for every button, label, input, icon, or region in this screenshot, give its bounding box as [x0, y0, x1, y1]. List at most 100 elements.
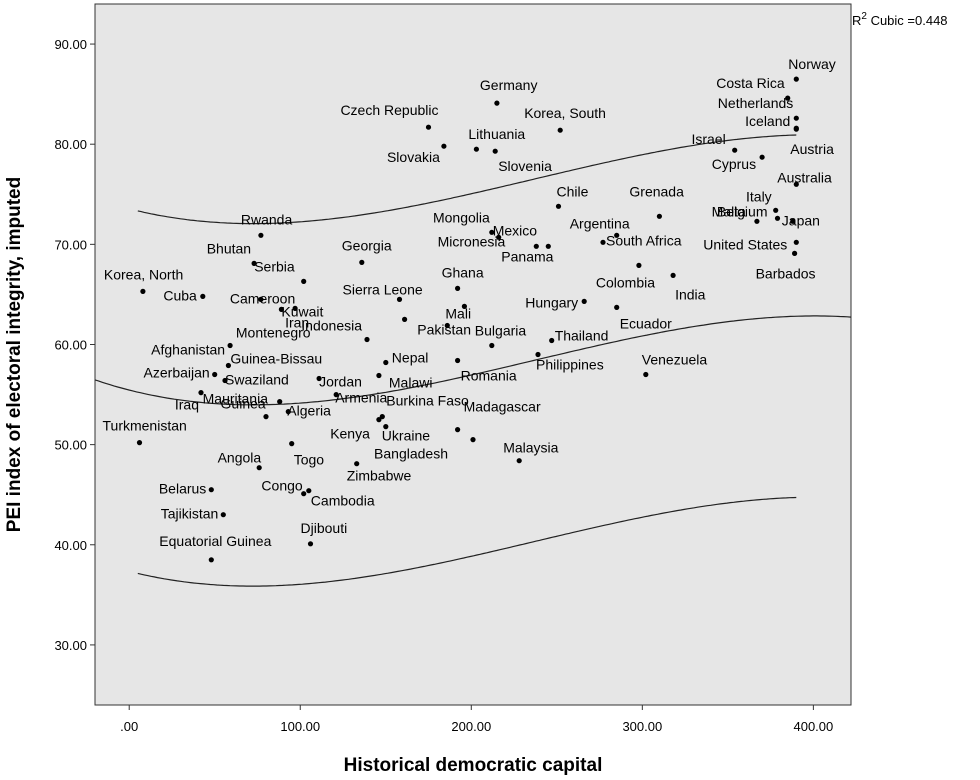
point-label: Norway — [788, 56, 835, 72]
data-point — [364, 336, 370, 343]
point-label: Israel — [691, 131, 725, 147]
point-label: Indonesia — [301, 318, 362, 334]
data-point — [277, 399, 283, 405]
point-label: Australia — [777, 169, 832, 185]
point-label: Grenada — [629, 183, 684, 199]
data-point — [225, 362, 231, 369]
point-label: Ecuador — [620, 315, 672, 331]
x-tick-label: 200.00 — [451, 719, 491, 734]
point-label: Belarus — [159, 481, 206, 497]
point-label: Hungary — [525, 294, 578, 310]
data-point — [545, 243, 551, 249]
x-tick-label: .00 — [120, 719, 138, 734]
x-axis-title: Historical democratic capital — [344, 755, 603, 776]
point-label: Belgium — [717, 203, 768, 219]
fit-curves — [95, 134, 851, 587]
data-point — [200, 293, 206, 299]
data-point — [614, 304, 620, 310]
point-label: Cyprus — [712, 156, 756, 172]
data-point — [402, 316, 408, 322]
point-label: Malawi — [389, 375, 433, 391]
data-point — [636, 262, 642, 268]
point-label: Swaziland — [225, 372, 289, 388]
point-label: Venezuela — [642, 352, 708, 368]
point-label: Angola — [218, 450, 262, 466]
data-point — [473, 146, 479, 152]
data-point — [307, 541, 314, 547]
point-label: Slovakia — [387, 149, 440, 165]
data-point — [316, 375, 322, 382]
point-label: Algeria — [287, 403, 331, 419]
data-point — [516, 458, 522, 464]
data-point — [754, 218, 760, 224]
data-point — [455, 285, 461, 291]
data-point — [278, 306, 284, 312]
point-label: Cambodia — [311, 493, 375, 509]
point-label: Burkina Faso — [386, 393, 469, 409]
data-point — [301, 491, 307, 497]
data-point — [396, 296, 403, 302]
data-point — [379, 414, 385, 420]
data-points — [136, 76, 799, 563]
point-label: Georgia — [342, 237, 392, 253]
point-label: Panama — [501, 248, 553, 264]
point-label: Mongolia — [433, 209, 490, 225]
r2-text: Cubic =0.448 — [867, 13, 948, 28]
y-tick-label: 50.00 — [54, 438, 87, 453]
x-tick-label: 400.00 — [793, 719, 833, 734]
data-point — [793, 76, 799, 82]
data-point — [492, 148, 498, 154]
point-label: Korea, North — [104, 266, 183, 282]
data-point — [212, 371, 218, 378]
point-label: Mali — [445, 305, 471, 321]
data-point — [306, 488, 312, 494]
point-label: Zimbabwe — [347, 468, 412, 484]
data-point — [251, 260, 257, 266]
data-point — [376, 372, 382, 379]
data-point — [557, 127, 563, 133]
point-label: Malaysia — [503, 440, 558, 456]
data-point — [461, 303, 467, 309]
data-point — [670, 272, 676, 278]
point-label: Sierra Leone — [343, 281, 423, 297]
y-axis-title: PEI index of electoral integrity, impute… — [4, 177, 25, 532]
data-point — [773, 207, 779, 213]
data-point — [793, 115, 799, 121]
point-label: Malta — [712, 203, 746, 219]
point-label: Armenia — [335, 390, 387, 406]
point-label: Iran — [285, 314, 309, 330]
point-label: Costa Rica — [716, 75, 785, 91]
point-label: Equatorial Guinea — [159, 533, 271, 549]
point-label: Azerbaijan — [144, 365, 210, 381]
data-point — [759, 154, 765, 160]
y-tick-label: 80.00 — [54, 137, 87, 152]
plot-area — [94, 3, 852, 706]
x-tick-label: 100.00 — [280, 719, 320, 734]
data-point — [444, 322, 450, 329]
y-tick-label: 60.00 — [54, 337, 87, 352]
point-label: Togo — [294, 452, 325, 468]
point-label: Tajikistan — [161, 506, 219, 522]
data-point — [489, 229, 495, 235]
data-point — [198, 390, 204, 396]
point-label: Germany — [480, 77, 538, 93]
point-label: Slovenia — [498, 158, 552, 174]
point-label: United States — [703, 236, 787, 252]
data-point — [220, 512, 226, 518]
point-label: Afghanistan — [151, 342, 225, 358]
data-point — [790, 218, 796, 224]
data-point — [227, 342, 233, 349]
data-point — [496, 234, 502, 240]
data-point — [785, 95, 791, 101]
point-label: Kuwait — [281, 303, 323, 319]
data-point — [383, 424, 389, 430]
data-point — [581, 298, 587, 304]
data-point — [136, 440, 143, 446]
point-label: Guinea — [221, 396, 266, 412]
data-point — [376, 417, 382, 423]
data-point — [792, 250, 798, 256]
point-label: Iceland — [745, 113, 790, 129]
point-label: Lithuania — [468, 126, 525, 142]
x-axis: .00 100.00 200.00 300.00 400.00 — [120, 705, 833, 734]
